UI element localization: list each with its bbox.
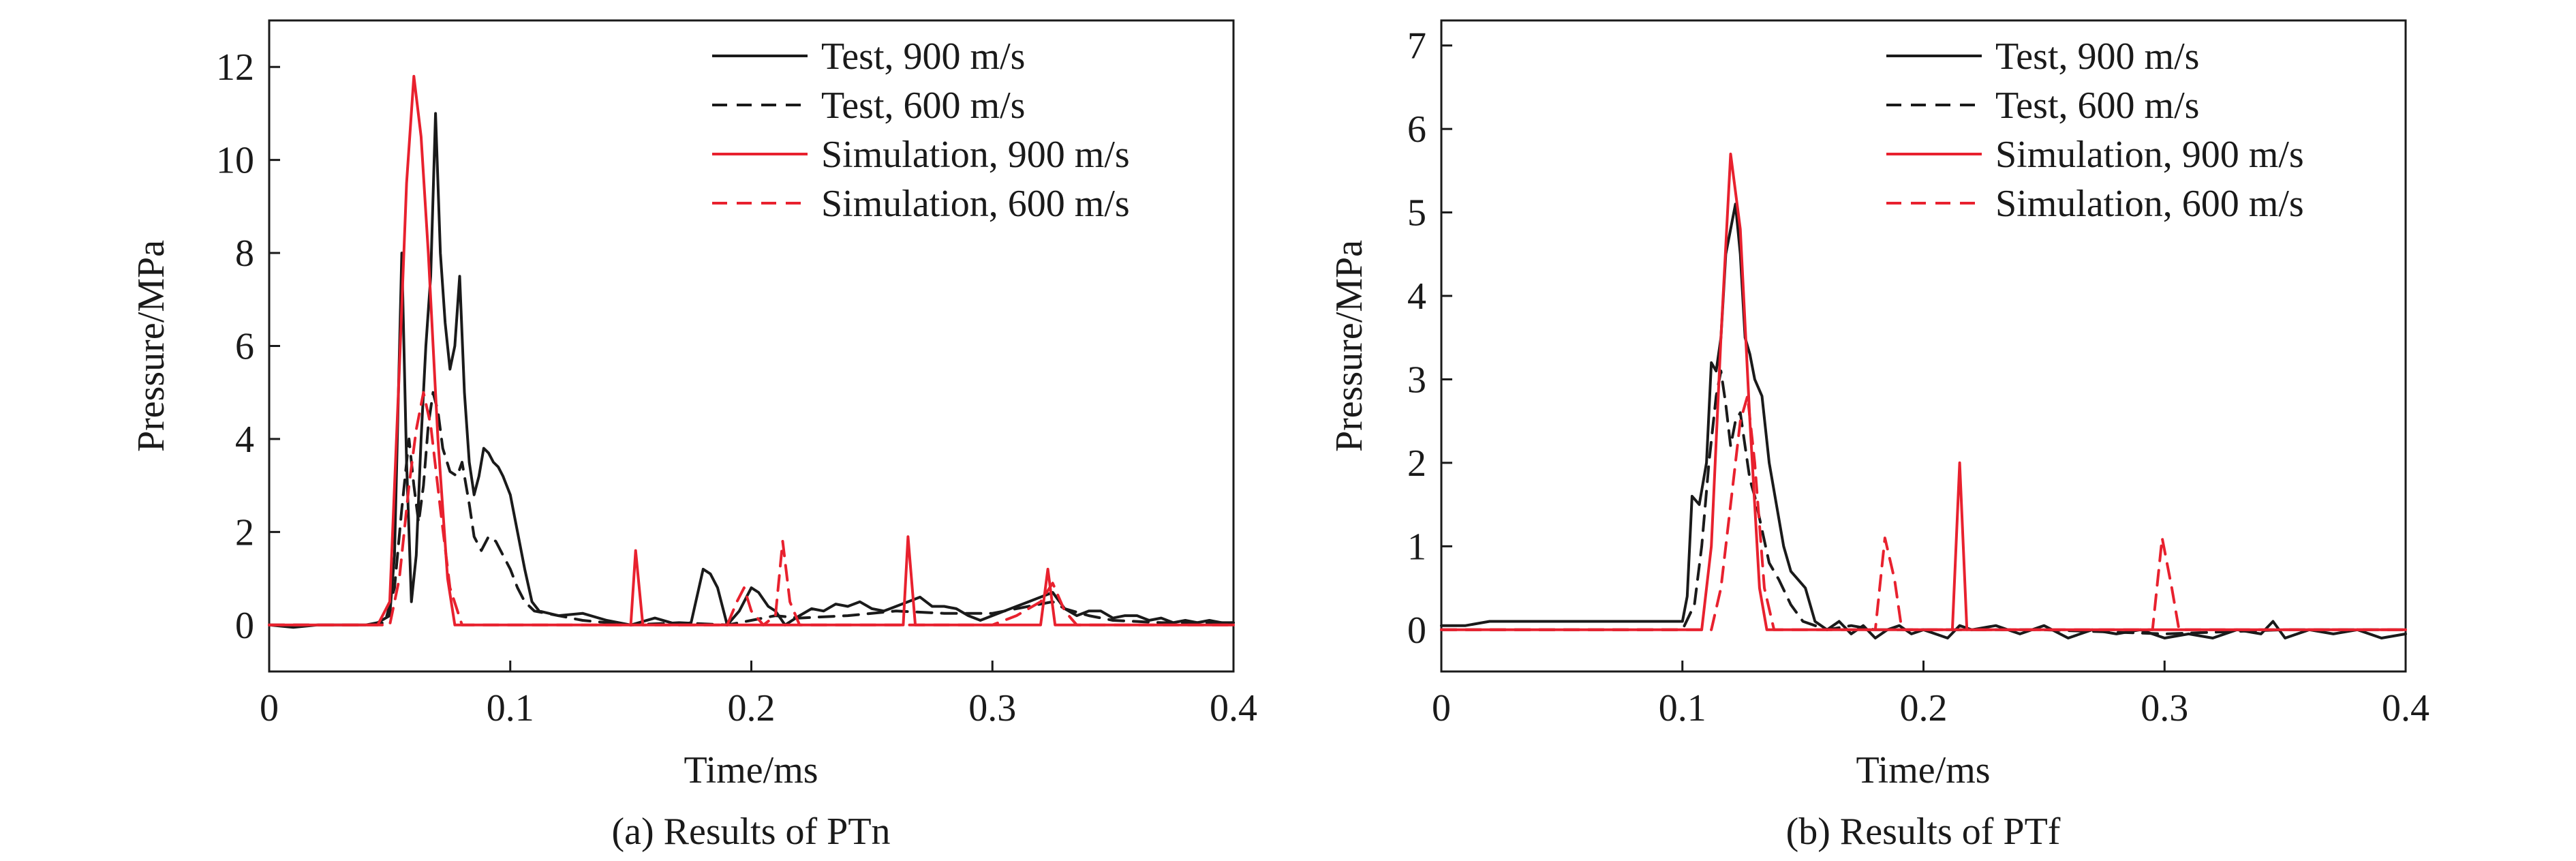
b-series-line-2 (1440, 369, 2407, 635)
b-y-tick-label: 6 (1407, 108, 1426, 151)
a-y-tick-label: 0 (235, 605, 254, 647)
a-x-axis-label: Time/ms (684, 749, 818, 791)
a-caption: (a) Results of PTn (611, 811, 890, 853)
a-y-tick-label: 10 (216, 140, 254, 182)
b-y-tick-label: 3 (1407, 359, 1426, 401)
b-x-tick-label: 0.3 (2141, 687, 2188, 729)
b-x-axis-label: Time/ms (1856, 749, 1990, 791)
a-legend-label: Test, 900 m/s (821, 35, 1025, 78)
a-legend-label: Test, 600 m/s (821, 85, 1025, 127)
b-x-tick-label: 0.4 (2382, 687, 2429, 729)
b-legend-label: Test, 600 m/s (1995, 85, 2199, 127)
b-legend-label: Simulation, 600 m/s (1995, 183, 2304, 225)
b-legend-label: Test, 900 m/s (1995, 35, 2199, 78)
a-series-line-2 (268, 391, 1235, 626)
a-x-tick-label: 0.3 (968, 687, 1016, 729)
a-y-tick-label: 8 (235, 232, 254, 275)
a-y-tick-label: 6 (235, 326, 254, 368)
b-plot-frame (1440, 19, 2407, 673)
panel-b-results-of-ptf: 0 0.1 0.2 0.3 0.4 0 1 2 3 4 5 6 7 Time/ms Pressure/MPa… (1328, 19, 2429, 853)
a-series-line-4 (268, 391, 1235, 626)
b-x-tick-label: 0.1 (1659, 687, 1706, 729)
b-y-axis-label: Pressure/MPa (1328, 240, 1370, 452)
panel-a-results-of-ptn: 0 0.1 0.2 0.3 0.4 0 2 4 6 8 10 12 Time/ms Pressure/MP… (130, 19, 1257, 853)
a-y-tick-label: 4 (235, 419, 254, 461)
b-y-tick-label: 4 (1407, 275, 1426, 318)
a-x-tick-label: 0 (260, 687, 279, 729)
a-y-axis-label: Pressure/MPa (130, 240, 172, 452)
b-x-tick-label: 0 (1432, 687, 1451, 729)
a-series-line-1 (268, 112, 1235, 629)
a-y-tick-label: 2 (235, 511, 254, 554)
a-x-tick-label: 0.1 (487, 687, 534, 729)
b-legend-label: Simulation, 900 m/s (1995, 134, 2304, 176)
b-y-tick-label: 0 (1407, 609, 1426, 652)
a-legend-label: Simulation, 600 m/s (821, 183, 1130, 225)
b-x-tick-label: 0.2 (1900, 687, 1948, 729)
b-caption: (b) Results of PTf (1786, 811, 2061, 853)
b-y-tick-label: 1 (1407, 526, 1426, 568)
a-x-tick-label: 0.2 (728, 687, 776, 729)
b-series-line-1 (1440, 202, 2407, 639)
b-series-line-3 (1440, 152, 2407, 631)
b-series-line-4 (1440, 395, 2407, 631)
b-y-tick-label: 7 (1407, 25, 1426, 67)
b-y-tick-label: 5 (1407, 192, 1426, 235)
a-y-tick-label: 12 (216, 46, 254, 89)
a-legend-label: Simulation, 900 m/s (821, 134, 1130, 176)
a-x-tick-label: 0.4 (1210, 687, 1257, 729)
b-y-tick-label: 2 (1407, 442, 1426, 485)
